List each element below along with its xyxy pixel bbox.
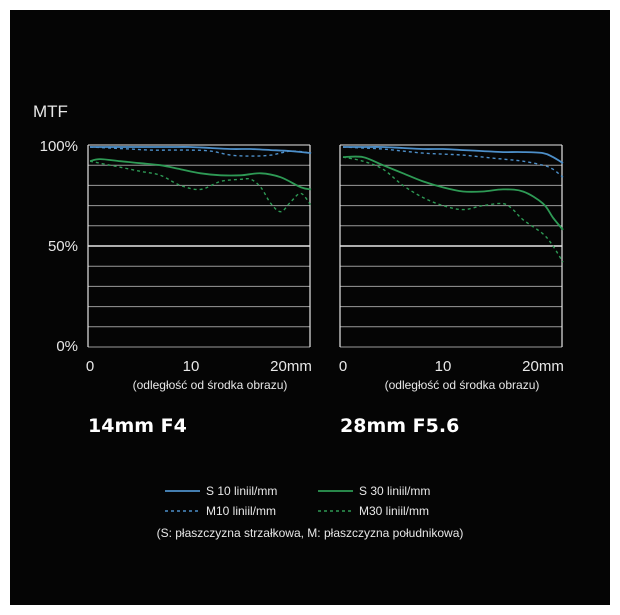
y-tick-label-100: 100% — [40, 138, 78, 155]
legend-label-m30: M30 liniil/mm — [359, 504, 429, 518]
series-line-m30-left — [89, 160, 312, 213]
legend-label-s30: S 30 liniil/mm — [359, 484, 430, 498]
y-tick-label-0: 0% — [56, 338, 78, 355]
legend-note: (S: płaszczyzna strzałkowa, M: płaszczyz… — [157, 526, 464, 540]
chart-title-left: 14mm F4 — [88, 415, 187, 437]
legend-label-s10: S 10 liniil/mm — [206, 484, 277, 498]
series-line-s10-right — [342, 146, 564, 164]
y-tick-label-50: 50% — [48, 238, 78, 255]
legend: S 10 liniil/mm S 30 liniil/mm M10 liniil… — [157, 484, 464, 540]
y-axis-label: MTF — [33, 102, 68, 121]
series-line-s10-left — [89, 146, 312, 154]
series-line-m10-left — [89, 146, 312, 157]
plot-28mm — [339, 144, 564, 348]
series-line-m10-right — [342, 146, 564, 178]
x-axis-label-right: (odległość od środka obrazu) — [385, 378, 540, 392]
series-line-m30-right — [342, 156, 564, 263]
x-tick-label-10-right: 10 — [435, 358, 452, 375]
x-tick-label-0-left: 0 — [86, 358, 94, 375]
legend-label-m10: M10 liniil/mm — [206, 504, 276, 518]
x-tick-label-20-right: 20mm — [522, 358, 564, 375]
series-line-s30-right — [342, 155, 564, 231]
chart-title-right: 28mm F5.6 — [340, 415, 459, 437]
x-tick-label-10-left: 10 — [183, 358, 200, 375]
series-line-s30-left — [89, 158, 312, 191]
x-axis-label-left: (odległość od środka obrazu) — [133, 378, 288, 392]
plot-14mm — [87, 144, 312, 348]
x-tick-label-0-right: 0 — [339, 358, 347, 375]
x-tick-label-20-left: 20mm — [270, 358, 312, 375]
